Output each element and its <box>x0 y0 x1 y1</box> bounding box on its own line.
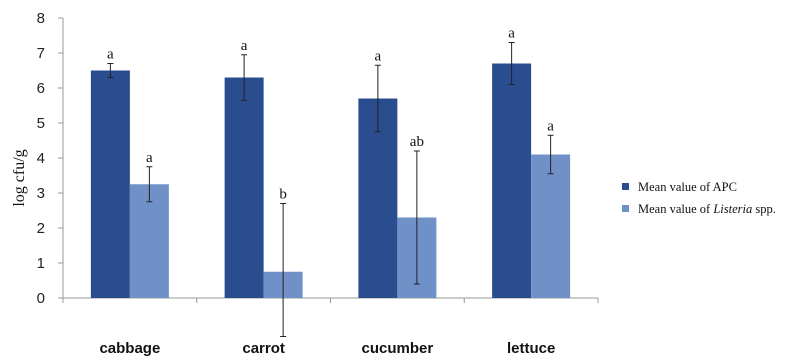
y-tick-label: 5 <box>37 115 45 132</box>
x-category-label: lettuce <box>507 340 555 356</box>
significance-letter: a <box>547 118 554 134</box>
legend-label: Mean value of APC <box>638 180 737 194</box>
bar <box>90 70 130 298</box>
legend-label-part: spp. <box>752 202 776 216</box>
significance-letter: a <box>375 48 382 64</box>
significance-letter: a <box>508 26 515 42</box>
legend-swatch <box>622 205 629 212</box>
y-tick-label: 0 <box>37 290 45 307</box>
y-axis-title: log cfu/g <box>11 149 28 206</box>
y-tick-label: 6 <box>37 80 45 97</box>
legend-label-part: Mean value of <box>638 202 713 216</box>
legend-label: Mean value of Listeria spp. <box>638 202 776 216</box>
bar <box>224 77 264 298</box>
y-tick-label: 8 <box>37 10 45 27</box>
x-category-label: cucumber <box>362 340 434 356</box>
y-tick-label: 7 <box>37 45 45 62</box>
y-tick-label: 1 <box>37 255 45 272</box>
significance-letter: a <box>146 150 153 166</box>
significance-letter: b <box>279 187 287 203</box>
bar <box>531 154 571 298</box>
y-tick-label: 3 <box>37 185 45 202</box>
bar <box>492 63 532 298</box>
bar <box>129 184 169 298</box>
legend-swatch <box>622 183 629 190</box>
x-category-label: cabbage <box>99 340 160 356</box>
y-tick-label: 4 <box>37 150 45 167</box>
significance-letter: ab <box>410 134 424 150</box>
legend-label-part: Listeria <box>712 202 752 216</box>
y-tick-label: 2 <box>37 220 45 237</box>
significance-letter: a <box>241 38 248 54</box>
significance-letter: a <box>107 47 114 63</box>
x-category-label: carrot <box>242 340 285 356</box>
